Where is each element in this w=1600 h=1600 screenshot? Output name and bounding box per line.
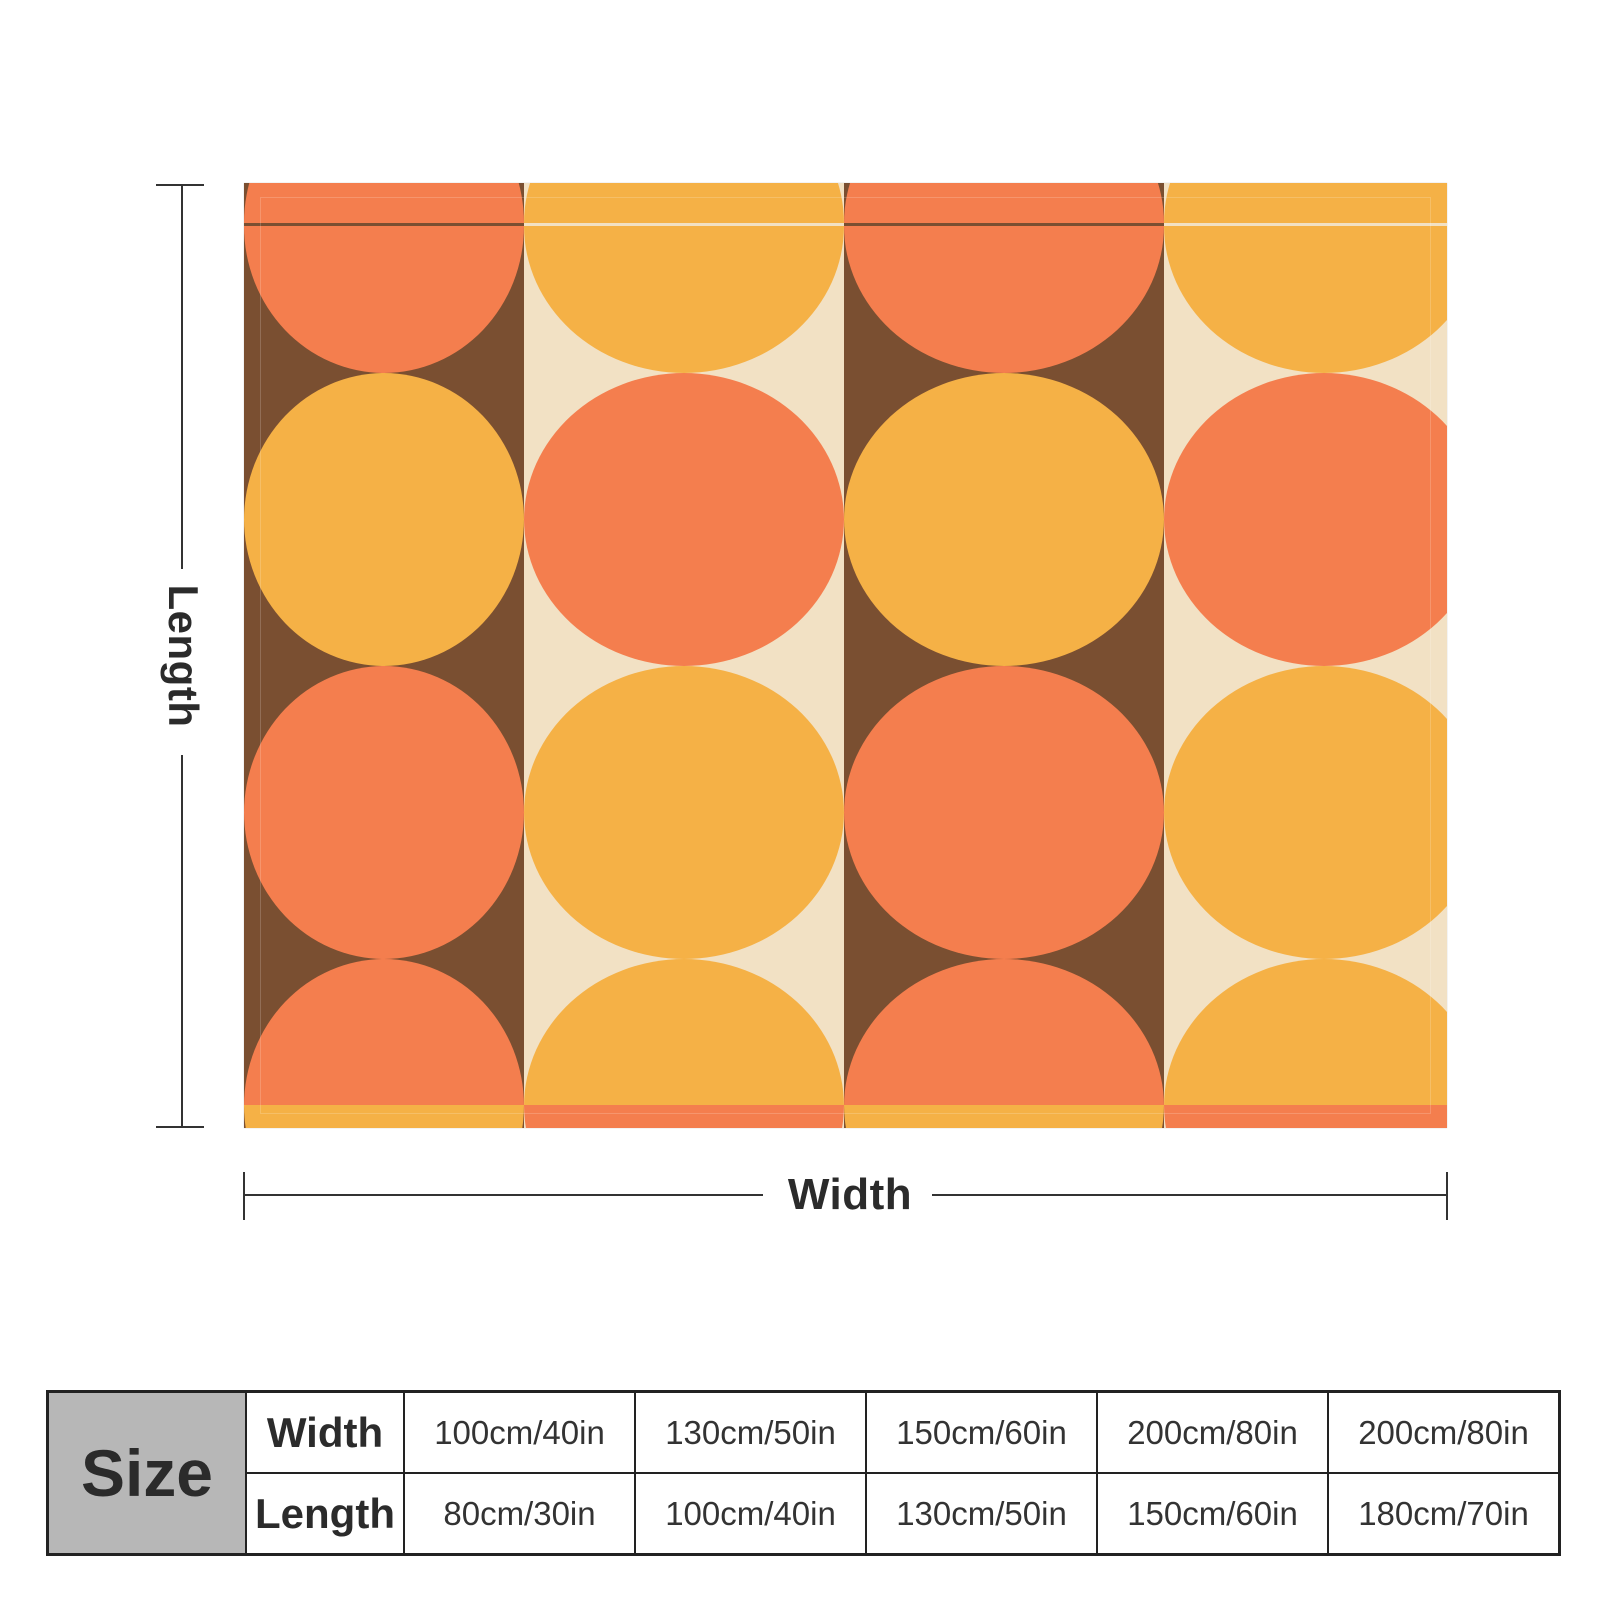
half-circle-shape bbox=[524, 183, 844, 223]
width-line-right bbox=[932, 1194, 1448, 1196]
size-table-row-length: Length 80cm/30in 100cm/40in 130cm/50in 1… bbox=[48, 1472, 1561, 1556]
length-label: Length bbox=[160, 584, 207, 728]
width-value: 200cm/80in bbox=[1096, 1390, 1329, 1474]
half-circle-shape bbox=[1164, 1105, 1447, 1128]
width-value: 200cm/80in bbox=[1327, 1390, 1561, 1474]
length-row-label: Length bbox=[245, 1472, 405, 1556]
length-line-upper bbox=[181, 184, 183, 569]
size-title: Size bbox=[46, 1390, 247, 1556]
blanket-pattern bbox=[244, 183, 1447, 1128]
half-circle-shape bbox=[1164, 666, 1447, 813]
width-value: 130cm/50in bbox=[634, 1390, 867, 1474]
length-value: 130cm/50in bbox=[865, 1472, 1098, 1556]
half-circle-shape bbox=[844, 373, 1164, 520]
length-value: 80cm/30in bbox=[403, 1472, 636, 1556]
half-circle-shape bbox=[844, 519, 1164, 666]
half-circle-shape bbox=[244, 812, 524, 959]
half-circle-shape bbox=[844, 959, 1164, 1106]
width-line-left bbox=[243, 1194, 763, 1196]
length-value: 180cm/70in bbox=[1327, 1472, 1561, 1556]
half-circle-shape bbox=[244, 959, 524, 1106]
length-value: 150cm/60in bbox=[1096, 1472, 1329, 1556]
half-circle-shape bbox=[844, 226, 1164, 373]
half-circle-shape bbox=[524, 1105, 844, 1128]
length-top-tick bbox=[156, 184, 204, 186]
width-left-tick bbox=[243, 1172, 245, 1220]
half-circle-shape bbox=[244, 519, 524, 666]
half-circle-shape bbox=[244, 666, 524, 813]
half-circle-shape bbox=[1164, 226, 1447, 373]
half-circle-shape bbox=[1164, 373, 1447, 520]
width-row-label: Width bbox=[245, 1390, 405, 1474]
length-line-lower bbox=[181, 755, 183, 1128]
half-circle-shape bbox=[244, 226, 524, 373]
half-circle-shape bbox=[844, 666, 1164, 813]
width-label: Width bbox=[787, 1170, 913, 1219]
half-circle-shape bbox=[844, 812, 1164, 959]
size-table: Size Width 100cm/40in 130cm/50in 150cm/6… bbox=[46, 1390, 1561, 1556]
half-circle-shape bbox=[844, 183, 1164, 223]
half-circle-shape bbox=[244, 373, 524, 520]
half-circle-shape bbox=[524, 666, 844, 813]
size-table-row-width: Size Width 100cm/40in 130cm/50in 150cm/6… bbox=[46, 1390, 1561, 1556]
pattern-graphic bbox=[244, 183, 1447, 1128]
half-circle-shape bbox=[1164, 183, 1447, 223]
half-circle-shape bbox=[524, 373, 844, 520]
half-circle-shape bbox=[844, 1105, 1164, 1128]
half-circle-shape bbox=[1164, 519, 1447, 666]
half-circle-shape bbox=[244, 183, 524, 223]
length-bottom-tick bbox=[156, 1126, 204, 1128]
half-circle-shape bbox=[524, 519, 844, 666]
half-circle-shape bbox=[524, 812, 844, 959]
length-value: 100cm/40in bbox=[634, 1472, 867, 1556]
half-circle-shape bbox=[244, 1105, 524, 1128]
half-circle-shape bbox=[1164, 959, 1447, 1106]
half-circle-shape bbox=[1164, 812, 1447, 959]
half-circle-shape bbox=[524, 226, 844, 373]
width-value: 100cm/40in bbox=[403, 1390, 636, 1474]
width-value: 150cm/60in bbox=[865, 1390, 1098, 1474]
half-circle-shape bbox=[524, 959, 844, 1106]
width-right-tick bbox=[1446, 1172, 1448, 1220]
